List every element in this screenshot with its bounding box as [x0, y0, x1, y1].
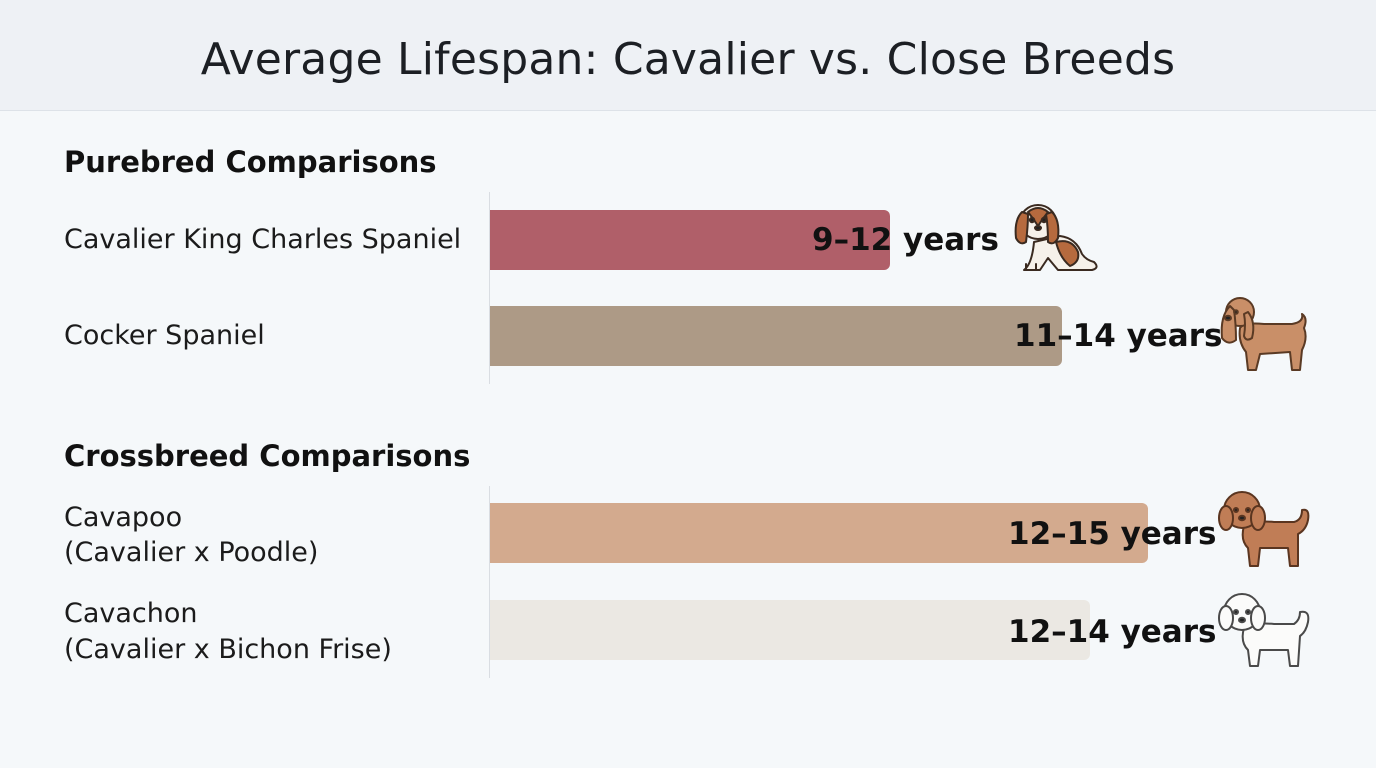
chart-title: Average Lifespan: Cavalier vs. Close Bre… [200, 34, 1176, 85]
axis-line-crossbreed [489, 486, 490, 678]
value-label-cocker-spaniel: 11–14 years [1014, 318, 1223, 354]
axis-line-purebred [489, 192, 490, 384]
value-label-cavalier: 9–12 years [812, 222, 999, 258]
bar-cocker-spaniel [490, 306, 1062, 366]
row-label-cavachon-line2: (Cavalier x Bichon Frise) [64, 634, 392, 665]
value-label-cavachon: 12–14 years [1008, 614, 1217, 650]
row-label-cavachon-line1: Cavachon [64, 598, 198, 629]
chart-header: Average Lifespan: Cavalier vs. Close Bre… [0, 0, 1376, 111]
row-label-cocker-spaniel: Cocker Spaniel [64, 320, 265, 351]
bar-cavalier [490, 210, 890, 270]
row-label-cavapoo-line1: Cavapoo [64, 502, 183, 533]
section-title-purebred: Purebred Comparisons [64, 145, 437, 179]
cavalier-dog-icon [1014, 204, 1098, 271]
cavachon-dog-icon [1218, 593, 1310, 667]
value-label-cavapoo: 12–15 years [1008, 516, 1217, 552]
bar-cavachon [490, 600, 1090, 660]
cavapoo-dog-icon [1218, 491, 1310, 567]
row-label-cavapoo-line2: (Cavalier x Poodle) [64, 537, 319, 568]
cocker-spaniel-dog-icon [1220, 297, 1307, 371]
row-label-cavalier: Cavalier King Charles Spaniel [64, 224, 462, 255]
section-title-crossbreed: Crossbreed Comparisons [64, 439, 471, 473]
bar-cavapoo [490, 503, 1148, 563]
